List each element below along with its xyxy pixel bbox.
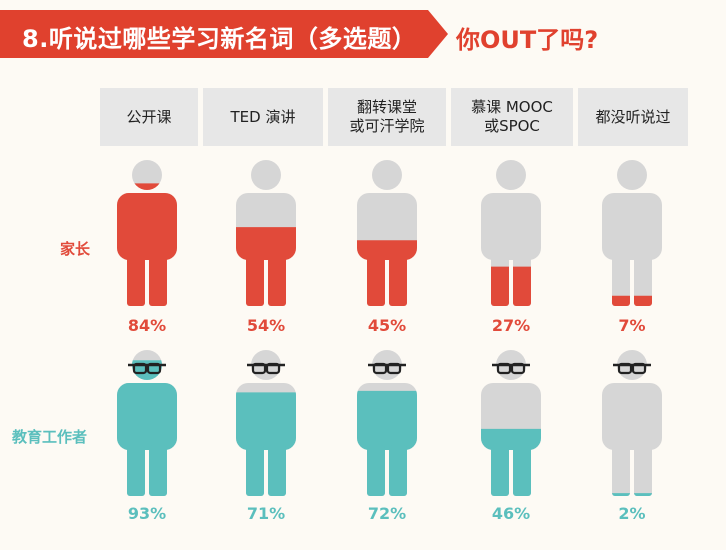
figure-parents-2 (357, 160, 417, 306)
column-header-4: 都没听说过 (578, 88, 688, 146)
figure-base (602, 160, 662, 306)
data-label-parents-1: 54% (246, 316, 286, 335)
column-header-0: 公开课 (100, 88, 198, 146)
figure-parents-0 (117, 160, 177, 306)
figure-fill-bar (357, 390, 417, 496)
figure-base (357, 160, 417, 306)
figure-fill-bar (117, 360, 177, 496)
glasses-icon (247, 362, 285, 375)
series-label-educators: 教育工作者 (12, 428, 88, 446)
figure-fill-bar (117, 183, 177, 306)
chart-subtitle: 你OUT了吗? (456, 26, 599, 54)
title-banner-shape (0, 10, 448, 58)
glasses-icon (492, 362, 530, 375)
figure-fill-bar (481, 428, 541, 496)
glasses-icon (128, 362, 166, 375)
figure-educators-4 (602, 350, 662, 496)
figure-fill-bar (612, 493, 652, 496)
glasses-icon (368, 362, 406, 375)
data-label-educators-2: 72% (367, 504, 407, 523)
column-header-1: TED 演讲 (203, 88, 323, 146)
column-header-2: 翻转课堂 或可汗学院 (328, 88, 446, 146)
column-header-3: 慕课 MOOC 或SPOC (451, 88, 573, 146)
figure-educators-3 (481, 350, 541, 496)
figure-fill-bar (612, 295, 652, 306)
figure-parents-1 (236, 160, 296, 306)
chart-title: 8.听说过哪些学习新名词（多选题） (22, 25, 417, 53)
title-banner: 8.听说过哪些学习新名词（多选题） (0, 10, 450, 58)
figure-fill-bar (236, 392, 296, 496)
data-label-educators-3: 46% (491, 504, 531, 523)
glasses-icon (613, 362, 651, 375)
data-label-educators-1: 71% (246, 504, 286, 523)
data-label-parents-0: 84% (127, 316, 167, 335)
data-label-educators-0: 93% (127, 504, 167, 523)
figure-parents-3 (481, 160, 541, 306)
data-label-educators-4: 2% (618, 504, 646, 523)
figure-base (602, 350, 662, 496)
data-label-parents-4: 7% (618, 316, 646, 335)
data-label-parents-3: 27% (491, 316, 531, 335)
figure-educators-0 (117, 350, 177, 496)
figure-base (481, 160, 541, 306)
figure-educators-2 (357, 350, 417, 496)
series-label-parents: 家长 (60, 240, 91, 258)
figure-base (481, 350, 541, 496)
figure-parents-4 (602, 160, 662, 306)
figure-fill-bar (236, 227, 296, 306)
figure-fill-bar (491, 266, 531, 306)
data-label-parents-2: 45% (367, 316, 407, 335)
figure-educators-1 (236, 350, 296, 496)
figure-fill-bar (357, 240, 417, 306)
